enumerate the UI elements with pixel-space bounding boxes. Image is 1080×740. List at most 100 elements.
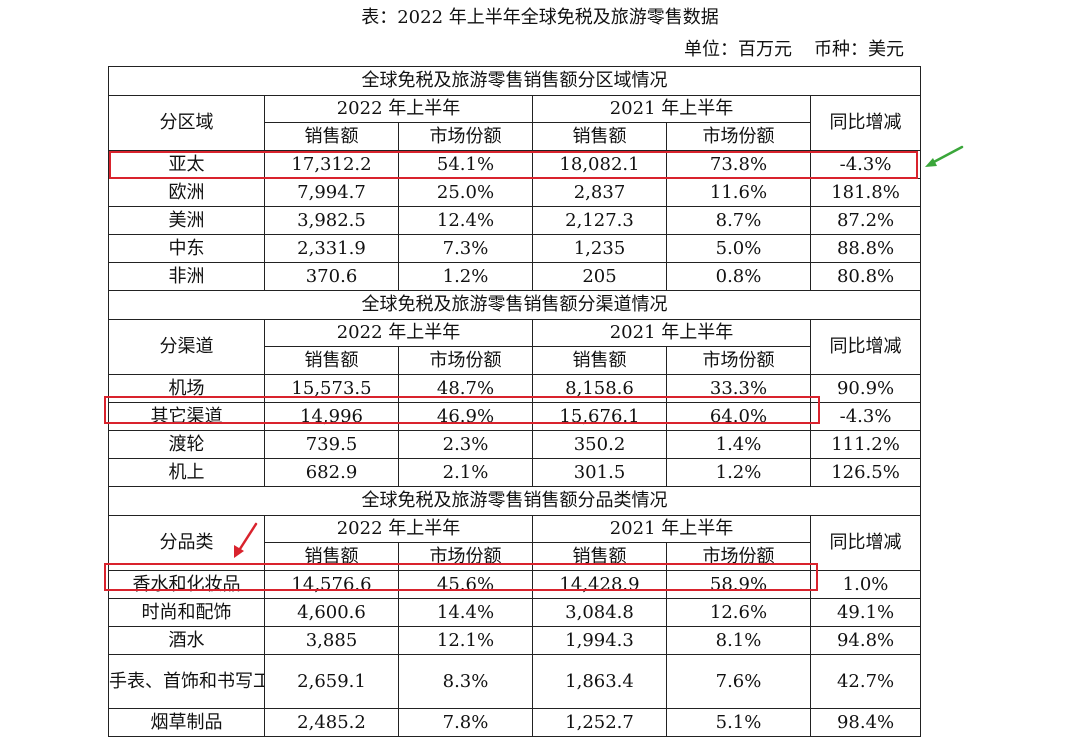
- table-row: 烟草制品 2,485.2 7.8% 1,252.7 5.1% 98.4%: [108, 708, 922, 737]
- row-name: 中东: [108, 234, 265, 263]
- cell-sales-2021: 8,158.6: [532, 374, 667, 403]
- cell-sales-2022: 2,659.1: [264, 654, 399, 709]
- cell-yoy: 49.1%: [809, 598, 922, 627]
- cell-sales-2021: 14,428.9: [532, 570, 667, 599]
- cell-share-2022: 48.7%: [398, 374, 533, 403]
- cell-sales-2022: 7,994.7: [264, 178, 399, 207]
- cell-share-2021: 5.1%: [666, 708, 811, 737]
- table-row: 亚太 17,312.2 54.1% 18,082.1 73.8% -4.3%: [108, 150, 922, 179]
- section-title-channel: 全球免税及旅游零售销售额分渠道情况: [107, 290, 922, 320]
- cell-share-2021: 58.9%: [666, 570, 811, 599]
- cell-share-2021: 5.0%: [666, 234, 811, 263]
- cell-share-2021: 8.1%: [666, 626, 811, 655]
- cell-share-2022: 2.3%: [398, 430, 533, 459]
- cell-share-2021: 1.4%: [666, 430, 811, 459]
- cell-sales-2022: 370.6: [264, 262, 399, 291]
- row-name: 酒水: [108, 626, 265, 655]
- cell-yoy: 111.2%: [809, 430, 922, 459]
- table-row: 渡轮 739.5 2.3% 350.2 1.4% 111.2%: [108, 430, 922, 459]
- cell-share-2022: 54.1%: [398, 150, 533, 179]
- header-yoy: 同比增减: [809, 319, 922, 375]
- header-sales-2021: 销售额: [532, 346, 667, 375]
- row-name: 手表、首饰和书写工具: [108, 654, 265, 709]
- cell-yoy: 80.8%: [809, 262, 922, 291]
- row-name: 香水和化妆品: [108, 570, 265, 599]
- row-name: 其它渠道: [108, 402, 265, 431]
- cell-share-2021: 8.7%: [666, 206, 811, 235]
- red-arrow-icon: [234, 522, 258, 558]
- header-yoy: 同比增减: [809, 515, 922, 571]
- cell-share-2021: 12.6%: [666, 598, 811, 627]
- cell-yoy: -4.3%: [809, 402, 922, 431]
- table-row: 酒水 3,885 12.1% 1,994.3 8.1% 94.8%: [108, 626, 922, 655]
- cell-share-2022: 45.6%: [398, 570, 533, 599]
- header-2022: 2022 年上半年: [264, 95, 533, 123]
- unit-note: 单位：百万元 币种：美元: [684, 38, 904, 62]
- cell-sales-2021: 1,235: [532, 234, 667, 263]
- cell-share-2021: 11.6%: [666, 178, 811, 207]
- category-header-label: 分品类: [108, 515, 265, 571]
- table-row: 美洲 3,982.5 12.4% 2,127.3 8.7% 87.2%: [108, 206, 922, 235]
- row-name: 机场: [108, 374, 265, 403]
- cell-yoy: 94.8%: [809, 626, 922, 655]
- cell-sales-2021: 1,994.3: [532, 626, 667, 655]
- table-caption: 表：2022 年上半年全球免税及旅游零售数据: [361, 7, 719, 28]
- cell-share-2022: 46.9%: [398, 402, 533, 431]
- cell-yoy: 98.4%: [809, 708, 922, 737]
- header-sales-2021: 销售额: [532, 122, 667, 151]
- header-2021: 2021 年上半年: [532, 95, 811, 123]
- header-share-2022: 市场份额: [398, 542, 533, 571]
- table-row: 手表、首饰和书写工具 2,659.1 8.3% 1,863.4 7.6% 42.…: [108, 654, 922, 709]
- row-name: 时尚和配饰: [108, 598, 265, 627]
- cell-share-2022: 12.1%: [398, 626, 533, 655]
- header-2021: 2021 年上半年: [532, 319, 811, 347]
- header-yoy: 同比增减: [809, 95, 922, 151]
- cell-share-2022: 7.3%: [398, 234, 533, 263]
- region-header-label: 分区域: [108, 95, 265, 151]
- table-row: 非洲 370.6 1.2% 205 0.8% 80.8%: [108, 262, 922, 291]
- cell-yoy: 126.5%: [809, 458, 922, 487]
- green-arrow-icon: [925, 145, 964, 167]
- header-2021: 2021 年上半年: [532, 515, 811, 543]
- cell-sales-2021: 1,863.4: [532, 654, 667, 709]
- currency-label: 币种：美元: [814, 39, 904, 60]
- cell-yoy: 181.8%: [809, 178, 922, 207]
- table-row: 机场 15,573.5 48.7% 8,158.6 33.3% 90.9%: [108, 374, 922, 403]
- row-name: 非洲: [108, 262, 265, 291]
- cell-sales-2022: 2,331.9: [264, 234, 399, 263]
- cell-sales-2022: 15,573.5: [264, 374, 399, 403]
- cell-share-2021: 0.8%: [666, 262, 811, 291]
- cell-sales-2022: 3,982.5: [264, 206, 399, 235]
- cell-sales-2022: 682.9: [264, 458, 399, 487]
- section-title-category: 全球免税及旅游零售销售额分品类情况: [107, 486, 922, 516]
- header-share-2022: 市场份额: [398, 122, 533, 151]
- row-name: 欧洲: [108, 178, 265, 207]
- table-row: 其它渠道 14,996 46.9% 15,676.1 64.0% -4.3%: [108, 402, 922, 431]
- table-row: 中东 2,331.9 7.3% 1,235 5.0% 88.8%: [108, 234, 922, 263]
- cell-sales-2021: 2,837: [532, 178, 667, 207]
- cell-yoy: -4.3%: [809, 150, 922, 179]
- row-name: 亚太: [108, 150, 265, 179]
- cell-share-2021: 73.8%: [666, 150, 811, 179]
- header-sales-2022: 销售额: [264, 542, 399, 571]
- cell-yoy: 88.8%: [809, 234, 922, 263]
- row-name: 烟草制品: [108, 708, 265, 737]
- cell-share-2021: 1.2%: [666, 458, 811, 487]
- cell-share-2022: 2.1%: [398, 458, 533, 487]
- table-row: 机上 682.9 2.1% 301.5 1.2% 126.5%: [108, 458, 922, 487]
- cell-sales-2022: 14,576.6: [264, 570, 399, 599]
- cell-share-2022: 7.8%: [398, 708, 533, 737]
- cell-yoy: 42.7%: [809, 654, 922, 709]
- section-title-region: 全球免税及旅游零售销售额分区域情况: [107, 66, 922, 96]
- cell-sales-2021: 2,127.3: [532, 206, 667, 235]
- cell-share-2022: 14.4%: [398, 598, 533, 627]
- header-share-2021: 市场份额: [666, 542, 811, 571]
- header-sales-2022: 销售额: [264, 346, 399, 375]
- cell-sales-2021: 1,252.7: [532, 708, 667, 737]
- table-row: 香水和化妆品 14,576.6 45.6% 14,428.9 58.9% 1.0…: [108, 570, 922, 599]
- cell-sales-2022: 14,996: [264, 402, 399, 431]
- header-sales-2021: 销售额: [532, 542, 667, 571]
- channel-header-label: 分渠道: [108, 319, 265, 375]
- cell-share-2022: 1.2%: [398, 262, 533, 291]
- cell-sales-2021: 3,084.8: [532, 598, 667, 627]
